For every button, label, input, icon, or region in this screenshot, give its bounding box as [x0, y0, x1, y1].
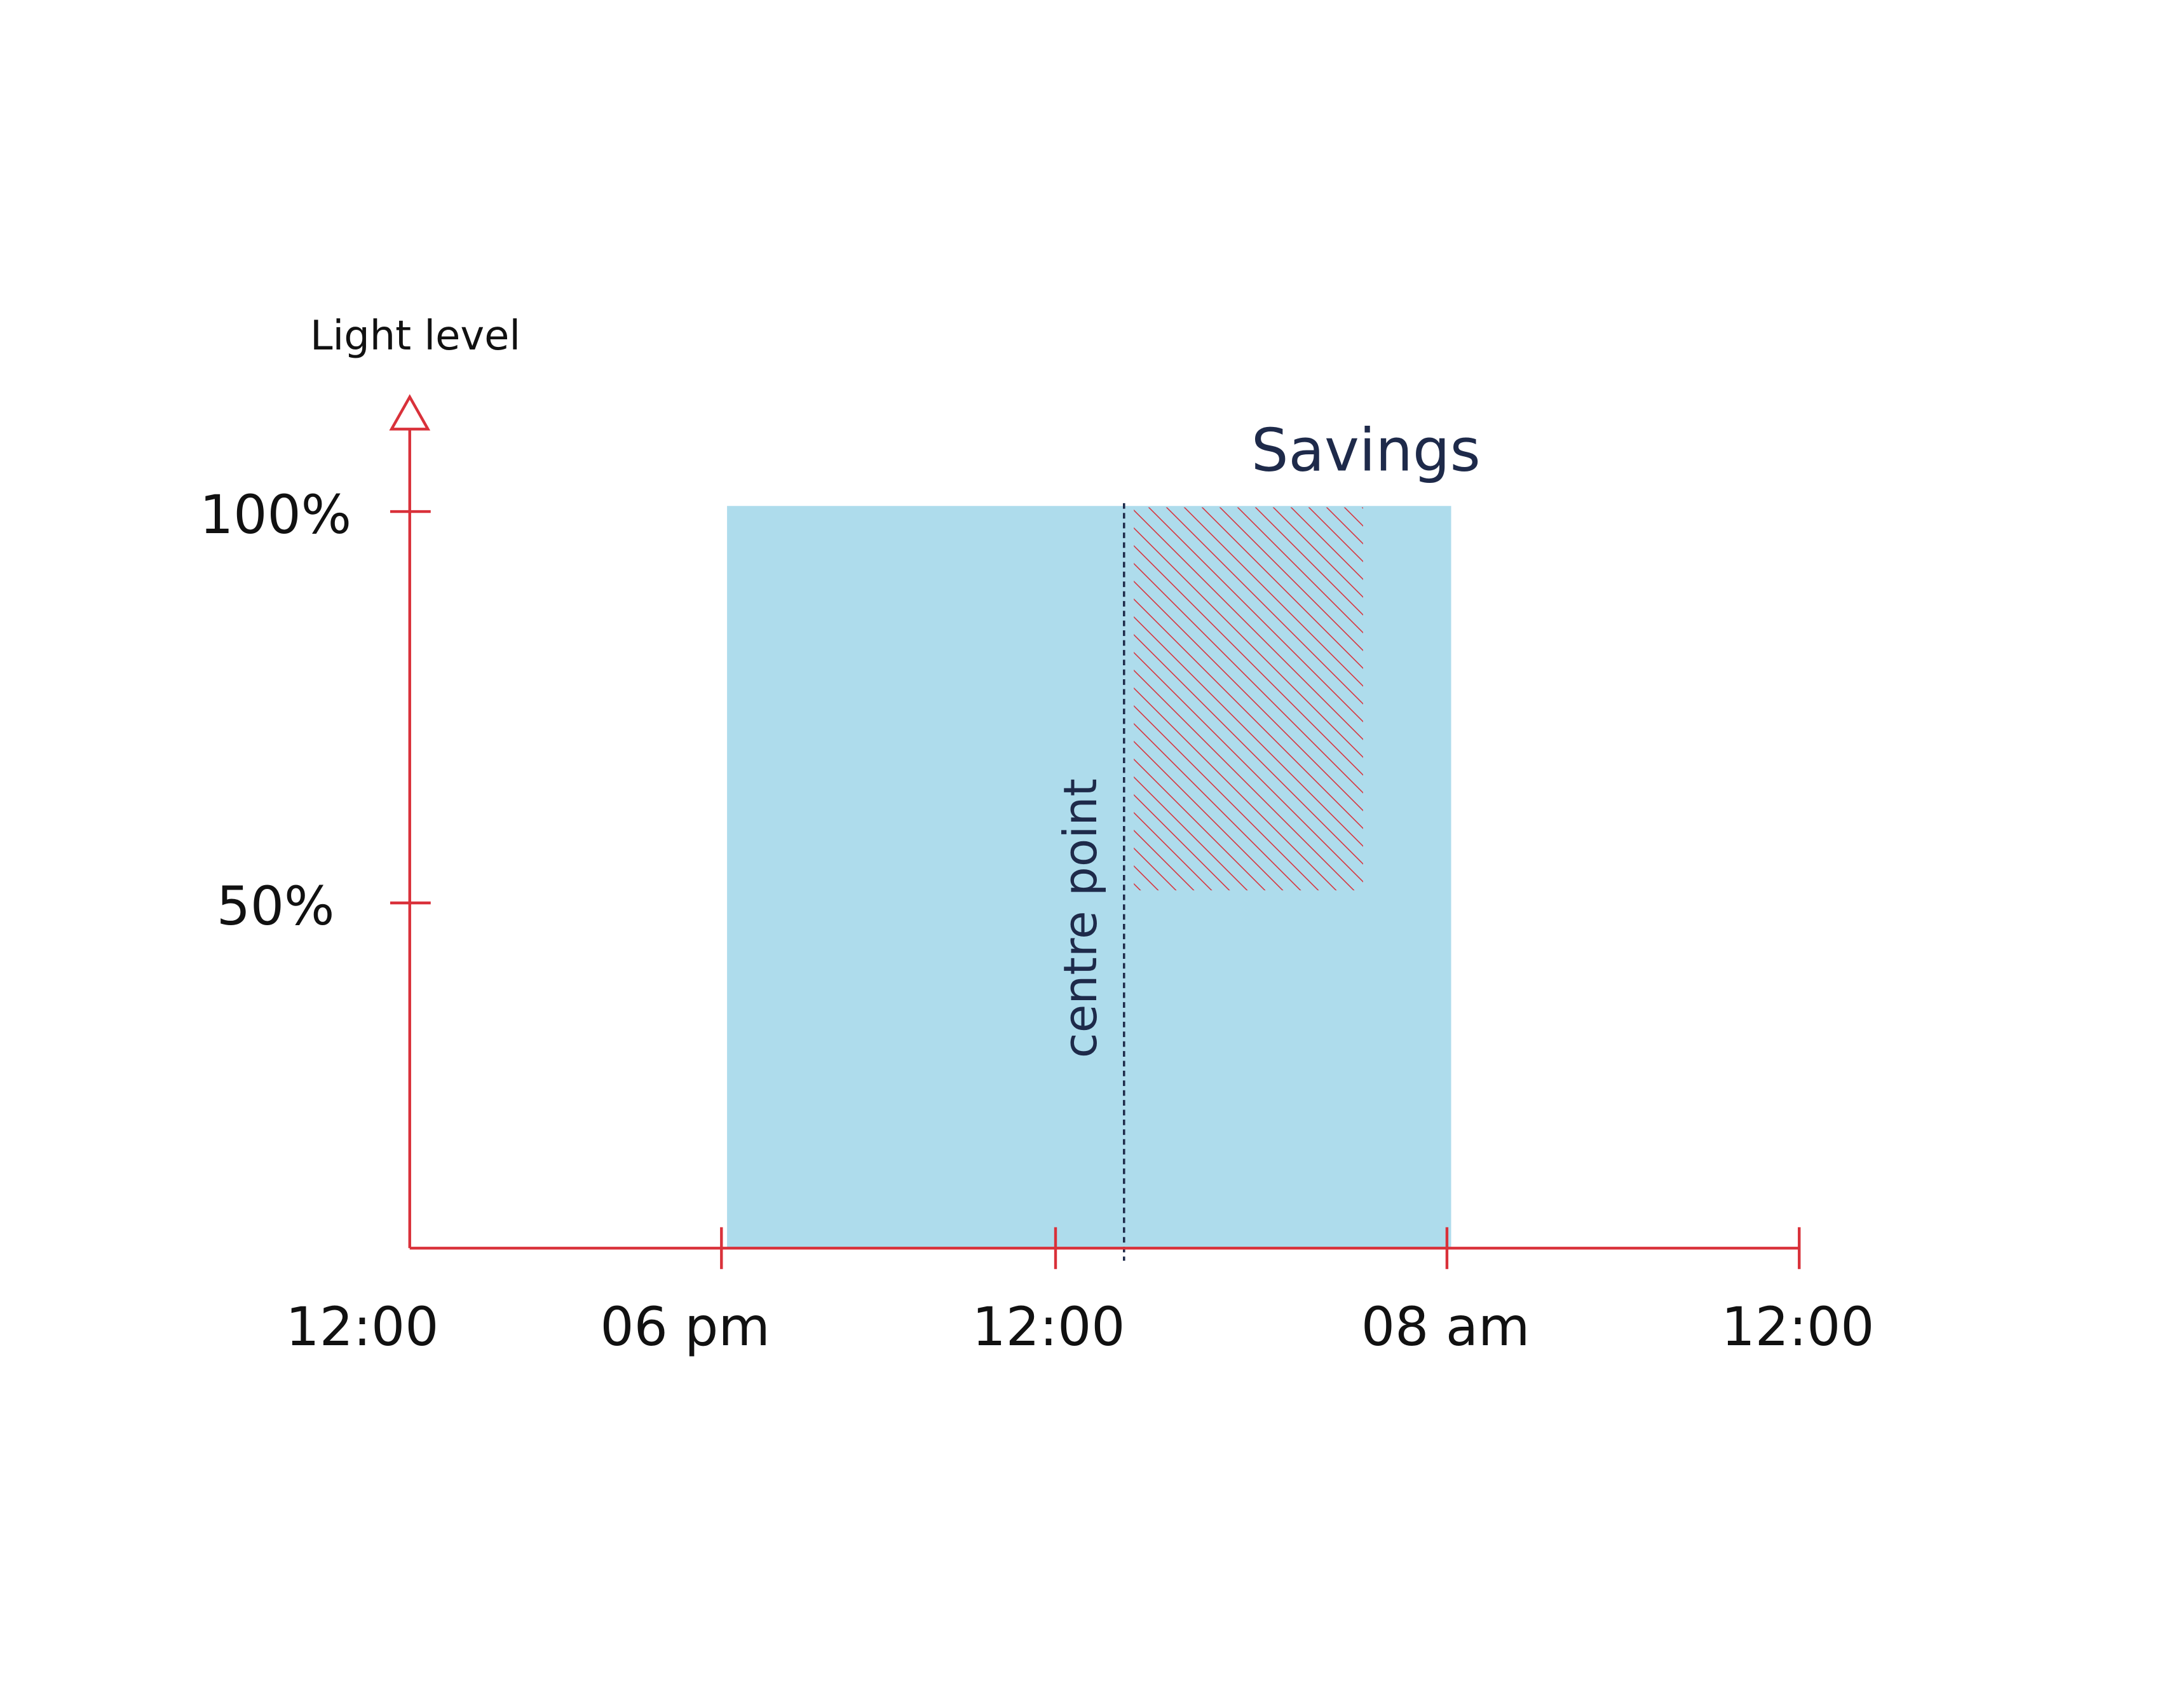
y-axis-label: Light level: [310, 313, 520, 360]
x-tick-label: 08 am: [1361, 1296, 1530, 1358]
x-tick-label: 12:00: [972, 1296, 1125, 1358]
y-tick-label: 50%: [217, 875, 335, 937]
x-tick-label: 12:00: [1722, 1296, 1875, 1358]
savings-area: [1134, 507, 1363, 891]
x-tick-label: 06 pm: [600, 1296, 770, 1358]
centre-point-label: centre point: [1054, 778, 1108, 1058]
y-axis-arrow: [389, 394, 431, 431]
x-tick-label: 12:00: [286, 1296, 439, 1358]
savings-label: Savings: [1251, 416, 1481, 484]
y-tick-label: 100%: [200, 484, 351, 546]
